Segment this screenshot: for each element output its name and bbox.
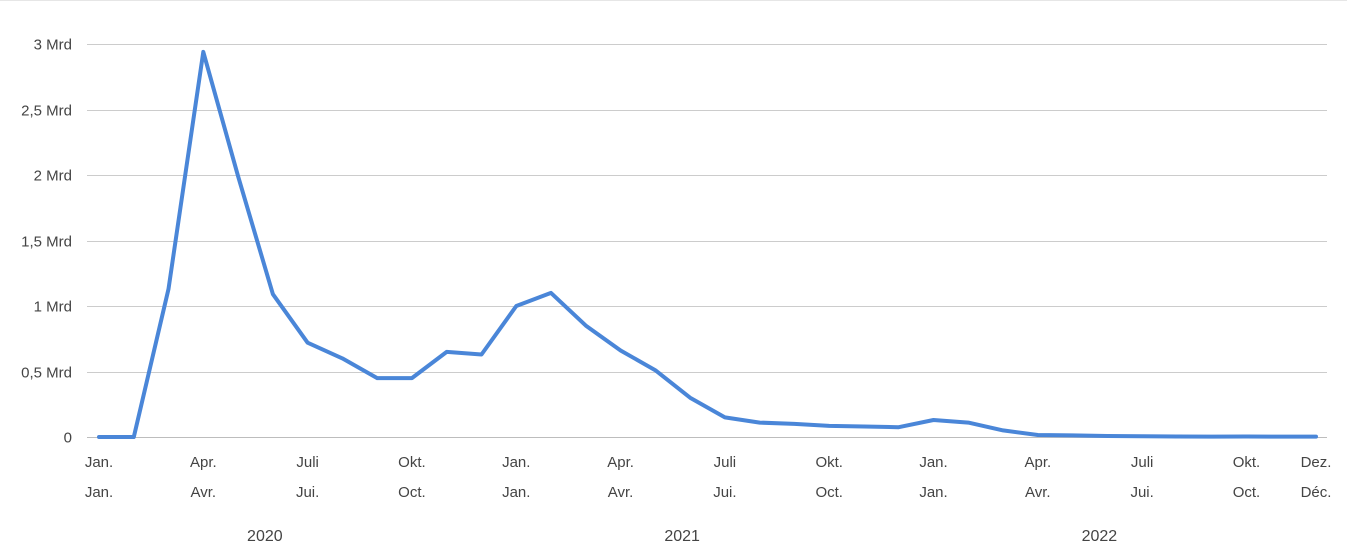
x-tick-label-secondary: Avr. — [1025, 484, 1051, 501]
x-tick-label: Jan. — [919, 454, 947, 471]
x-year-label: 2020 — [247, 528, 283, 545]
series-line — [97, 49, 1318, 439]
x-tick-label: Apr. — [1024, 454, 1051, 471]
x-tick-label-secondary: Jan. — [502, 484, 530, 501]
x-tick-label: Apr. — [607, 454, 634, 471]
x-year-label: 2021 — [664, 528, 700, 545]
x-tick-label-secondary: Jan. — [919, 484, 947, 501]
x-year-label: 2022 — [1082, 528, 1118, 545]
x-tick-label: Apr. — [190, 454, 217, 471]
x-tick-label-secondary: Avr. — [191, 484, 217, 501]
x-tick-label: Okt. — [398, 454, 426, 471]
x-tick-label-secondary: Oct. — [815, 484, 843, 501]
x-axis-year-labels: 2020 2021 2022 — [247, 528, 1117, 545]
y-tick-label: 1 Mrd — [34, 299, 72, 316]
x-tick-label-secondary: Avr. — [608, 484, 634, 501]
x-tick-label-secondary: Jui. — [296, 484, 319, 501]
x-tick-label-secondary: Jui. — [1130, 484, 1153, 501]
x-tick-label: Juli — [1131, 454, 1154, 471]
y-tick-label: 2,5 Mrd — [21, 103, 72, 120]
x-tick-label: Okt. — [815, 454, 843, 471]
gridlines — [87, 44, 1327, 438]
x-tick-label-secondary: Jan. — [85, 484, 113, 501]
x-tick-label: Dez. — [1301, 454, 1332, 471]
y-tick-label: 1,5 Mrd — [21, 234, 72, 251]
x-axis-tick-labels: Jan. Jan. Apr. Avr. Juli Jui. Okt. Oct. Jan. Jan.… — [85, 454, 1332, 501]
y-tick-label: 2 Mrd — [34, 168, 72, 185]
y-tick-label: 0,5 Mrd — [21, 365, 72, 382]
series-layer — [97, 49, 1318, 439]
y-axis-tick-labels: 0 0,5 Mrd 1 Mrd 1,5 Mrd 2 Mrd 2,5 Mrd 3 Mrd — [21, 37, 72, 447]
x-tick-label-secondary: Oct. — [398, 484, 426, 501]
y-tick-label: 3 Mrd — [34, 37, 72, 54]
y-tick-label: 0 — [64, 430, 72, 447]
x-tick-label-secondary: Déc. — [1301, 484, 1332, 501]
x-tick-label-secondary: Jui. — [713, 484, 736, 501]
x-tick-label: Okt. — [1233, 454, 1261, 471]
x-tick-label: Juli — [714, 454, 737, 471]
x-tick-label: Juli — [296, 454, 319, 471]
x-tick-label: Jan. — [85, 454, 113, 471]
x-tick-label-secondary: Oct. — [1233, 484, 1261, 501]
x-tick-label: Jan. — [502, 454, 530, 471]
